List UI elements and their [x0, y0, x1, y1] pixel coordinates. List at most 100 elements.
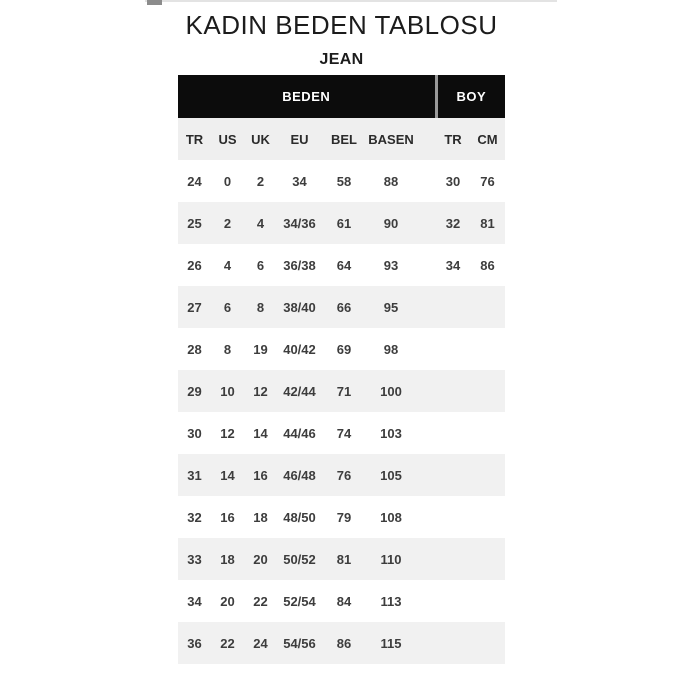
cell: 36/38	[283, 257, 316, 273]
cell: 105	[366, 454, 437, 496]
cell	[470, 328, 505, 370]
cell: 34	[187, 593, 202, 609]
cell: 26	[187, 257, 202, 273]
cell: 46/48	[277, 454, 322, 496]
table-row: 33 18 20 50/52 81 110	[178, 538, 506, 580]
column-header: EU	[277, 118, 322, 160]
group-header-row: BEDEN BOY	[178, 75, 506, 118]
cell: 18	[211, 538, 244, 580]
cell: 2	[256, 173, 265, 189]
table-row: 25 2 4 34/36 61 90 32 81	[178, 202, 506, 244]
column-header: TR	[178, 118, 211, 160]
table-row: 28 8 19 40/42 69 98	[178, 328, 505, 370]
cell	[470, 370, 506, 412]
cell: 100	[366, 370, 437, 412]
cell: 25	[178, 202, 211, 244]
cell	[470, 496, 505, 538]
column-header: TR	[436, 118, 471, 160]
cell: 31	[178, 454, 211, 496]
top-edge-mark	[147, 0, 162, 5]
page-subtitle: JEAN	[319, 51, 364, 68]
cell: 14	[211, 454, 244, 496]
group-header-boy: BOY	[434, 75, 506, 118]
cell: 18	[253, 509, 268, 525]
cell: 22	[211, 622, 244, 664]
column-header: BASEN	[366, 118, 437, 160]
cell: 22	[253, 593, 268, 609]
column-header: BEL	[322, 118, 366, 160]
cell: 20	[244, 538, 277, 580]
cell: 20	[220, 593, 235, 609]
cell: 40/42	[283, 341, 316, 357]
cell	[470, 538, 506, 580]
table-row: 29 10 12 42/44 71 100	[178, 370, 506, 412]
cell: 76	[322, 454, 366, 496]
cell	[436, 538, 471, 580]
cell: 32	[436, 202, 471, 244]
cell: 54/56	[277, 622, 322, 664]
table-row: 36 22 24 54/56 86 115	[178, 622, 506, 664]
cell: 33	[178, 538, 211, 580]
cell: 50/52	[277, 538, 322, 580]
cell: 29	[178, 370, 211, 412]
cell: 14	[253, 425, 268, 441]
cell	[436, 370, 471, 412]
cell: 8	[223, 341, 232, 357]
cell: 4	[244, 202, 277, 244]
cell: 30	[445, 173, 461, 189]
cell: 108	[380, 509, 402, 525]
table-row: 30 12 14 44/46 74 103	[178, 412, 505, 454]
cell: 71	[322, 370, 366, 412]
cell: 6	[256, 257, 265, 273]
cell: 16	[220, 509, 235, 525]
cell: 113	[380, 593, 402, 609]
cell: 38/40	[277, 286, 322, 328]
size-table: BEDEN BOY TR US UK EU BEL BASEN TR CM 24 0 2 34 58 8…	[178, 75, 506, 664]
cell: 115	[366, 622, 437, 664]
cell	[470, 622, 506, 664]
cell: 8	[244, 286, 277, 328]
cell: 110	[366, 538, 437, 580]
cell: 98	[383, 341, 399, 357]
cell: 86	[480, 257, 495, 273]
column-header: UK	[244, 118, 277, 160]
cell	[436, 622, 471, 664]
cell: 36	[178, 622, 211, 664]
group-header-beden: BEDEN	[178, 75, 437, 118]
cell: 12	[244, 370, 277, 412]
cell: 69	[336, 341, 352, 357]
cell: 66	[322, 286, 366, 328]
cell: 64	[336, 257, 352, 273]
cell	[436, 286, 471, 328]
cell	[470, 412, 505, 454]
cell: 16	[244, 454, 277, 496]
cell: 81	[322, 538, 366, 580]
cell: 24	[187, 173, 202, 189]
cell: 93	[383, 257, 399, 273]
cell: 32	[187, 509, 202, 525]
cell: 103	[380, 425, 402, 441]
cell	[470, 286, 506, 328]
cell	[436, 454, 471, 496]
table-row: 34 20 22 52/54 84 113	[178, 580, 505, 622]
cell	[436, 580, 470, 622]
size-chart-panel: KADIN BEDEN TABLOSU JEAN BEDEN BOY TR US U…	[178, 0, 506, 664]
cell: 27	[178, 286, 211, 328]
cell: 34/36	[277, 202, 322, 244]
cell: 6	[211, 286, 244, 328]
table-row: 32 16 18 48/50 79 108	[178, 496, 505, 538]
cell: 58	[336, 173, 352, 189]
cell	[470, 580, 505, 622]
table-row: 24 0 2 34 58 88 30 76	[178, 160, 505, 202]
cell: 76	[480, 173, 495, 189]
cell: 44/46	[283, 425, 316, 441]
cell: 12	[220, 425, 235, 441]
column-header-row: TR US UK EU BEL BASEN TR CM	[178, 118, 506, 160]
cell: 42/44	[277, 370, 322, 412]
cell: 4	[223, 257, 232, 273]
top-edge-artifact	[145, 0, 557, 2]
cell: 74	[336, 425, 352, 441]
table-row: 27 6 8 38/40 66 95	[178, 286, 506, 328]
cell: 79	[336, 509, 352, 525]
